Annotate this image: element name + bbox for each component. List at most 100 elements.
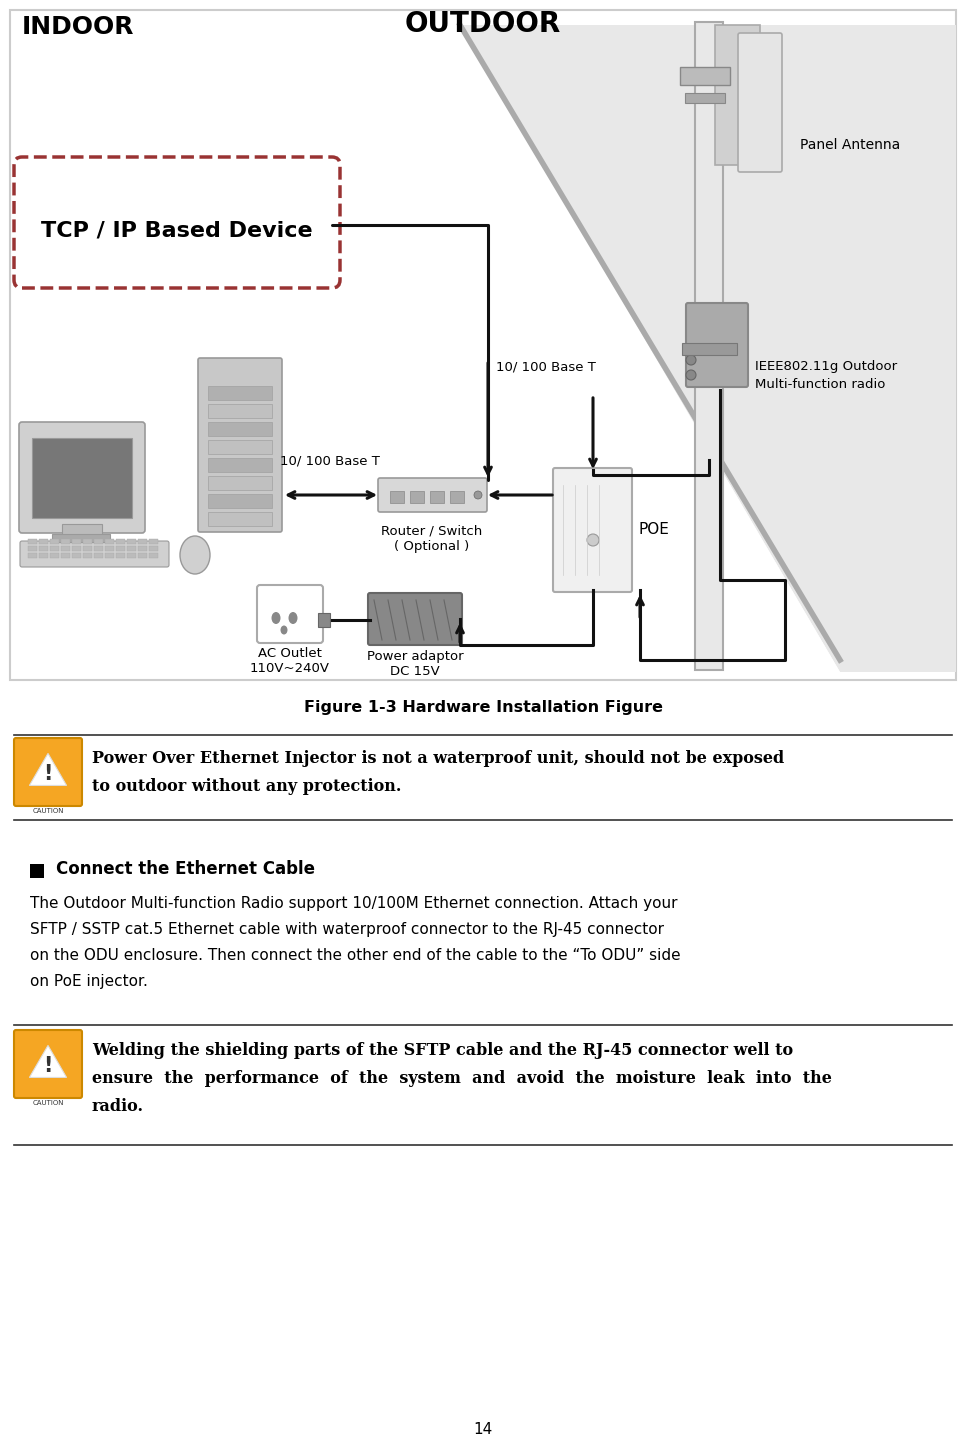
Text: Panel Antenna: Panel Antenna	[800, 138, 900, 152]
Ellipse shape	[180, 536, 210, 574]
Circle shape	[587, 534, 599, 546]
Ellipse shape	[271, 611, 280, 624]
Bar	[208, 476, 272, 489]
Bar	[208, 386, 272, 399]
Text: !: !	[43, 764, 53, 784]
Bar	[116, 539, 125, 544]
Text: on PoE injector.: on PoE injector.	[30, 974, 148, 989]
Bar	[138, 539, 147, 544]
Text: radio.: radio.	[92, 1098, 144, 1115]
Bar	[208, 440, 272, 454]
Bar	[105, 539, 114, 544]
Polygon shape	[14, 25, 840, 672]
Text: AC Outlet
110V~240V: AC Outlet 110V~240V	[250, 648, 330, 675]
Text: The Outdoor Multi-function Radio support 10/100M Ethernet connection. Attach you: The Outdoor Multi-function Radio support…	[30, 896, 677, 910]
FancyBboxPatch shape	[686, 303, 748, 388]
Text: OUTDOOR: OUTDOOR	[405, 10, 561, 38]
FancyBboxPatch shape	[738, 33, 782, 171]
Bar	[410, 491, 424, 502]
Ellipse shape	[280, 626, 288, 635]
Text: CAUTION: CAUTION	[32, 807, 64, 815]
Text: Router / Switch
( Optional ): Router / Switch ( Optional )	[382, 526, 483, 553]
Bar	[450, 491, 464, 502]
Bar	[105, 546, 114, 550]
FancyBboxPatch shape	[14, 1029, 82, 1098]
Bar	[105, 553, 114, 558]
Bar	[32, 439, 132, 518]
Bar	[127, 553, 136, 558]
Polygon shape	[29, 754, 67, 786]
Circle shape	[686, 354, 696, 364]
Polygon shape	[460, 25, 956, 672]
Bar	[28, 546, 37, 550]
Text: IEEE802.11g Outdoor: IEEE802.11g Outdoor	[755, 360, 897, 373]
FancyBboxPatch shape	[20, 542, 169, 566]
Text: INDOOR: INDOOR	[22, 15, 134, 39]
Bar	[83, 546, 92, 550]
Bar	[72, 546, 81, 550]
Text: ensure  the  performance  of  the  system  and  avoid  the  moisture  leak  into: ensure the performance of the system and…	[92, 1070, 832, 1088]
Bar	[61, 539, 70, 544]
Bar	[94, 546, 103, 550]
Bar	[50, 553, 59, 558]
Bar	[149, 546, 158, 550]
Text: POE: POE	[638, 523, 668, 537]
Text: on the ODU enclosure. Then connect the other end of the cable to the “To ODU” si: on the ODU enclosure. Then connect the o…	[30, 948, 681, 963]
Bar	[208, 494, 272, 508]
Text: 10/ 100 Base T: 10/ 100 Base T	[496, 360, 596, 373]
Bar	[149, 539, 158, 544]
Bar	[138, 553, 147, 558]
Ellipse shape	[289, 611, 298, 624]
Text: 10/ 100 Base T: 10/ 100 Base T	[280, 454, 380, 468]
Text: Figure 1-3 Hardware Installation Figure: Figure 1-3 Hardware Installation Figure	[303, 700, 663, 714]
Bar	[52, 534, 110, 542]
Bar	[10, 10, 956, 680]
Bar	[28, 553, 37, 558]
Bar	[430, 491, 444, 502]
Bar	[695, 22, 723, 669]
Polygon shape	[29, 1045, 67, 1077]
Bar	[116, 553, 125, 558]
Text: CAUTION: CAUTION	[32, 1101, 64, 1106]
Text: Connect the Ethernet Cable: Connect the Ethernet Cable	[56, 860, 315, 878]
Text: SFTP / SSTP cat.5 Ethernet cable with waterproof connector to the RJ-45 connecto: SFTP / SSTP cat.5 Ethernet cable with wa…	[30, 922, 664, 937]
Bar	[72, 553, 81, 558]
Bar	[208, 457, 272, 472]
Circle shape	[686, 370, 696, 380]
FancyBboxPatch shape	[198, 359, 282, 531]
Bar	[30, 864, 44, 878]
Bar	[682, 343, 737, 354]
FancyBboxPatch shape	[368, 592, 462, 645]
Bar	[138, 546, 147, 550]
Bar	[94, 553, 103, 558]
Bar	[685, 93, 725, 103]
Bar	[28, 539, 37, 544]
Bar	[50, 546, 59, 550]
Text: Power Over Ethernet Injector is not a waterproof unit, should not be exposed: Power Over Ethernet Injector is not a wa…	[92, 751, 784, 767]
Bar	[208, 404, 272, 418]
Bar	[61, 553, 70, 558]
Bar	[61, 546, 70, 550]
Text: Multi-function radio: Multi-function radio	[755, 378, 886, 391]
Bar	[208, 423, 272, 436]
Bar	[62, 524, 102, 539]
Text: 14: 14	[473, 1422, 493, 1437]
Bar	[39, 553, 48, 558]
Bar	[116, 546, 125, 550]
Bar	[72, 539, 81, 544]
Bar	[83, 553, 92, 558]
FancyBboxPatch shape	[19, 423, 145, 533]
Bar	[715, 25, 760, 166]
Bar	[149, 553, 158, 558]
Circle shape	[474, 491, 482, 499]
Text: TCP / IP Based Device: TCP / IP Based Device	[42, 221, 313, 240]
FancyBboxPatch shape	[257, 585, 323, 643]
Bar	[39, 539, 48, 544]
FancyBboxPatch shape	[14, 738, 82, 806]
Text: !: !	[43, 1056, 53, 1076]
FancyBboxPatch shape	[553, 468, 632, 592]
Bar	[50, 539, 59, 544]
Bar	[390, 491, 404, 502]
Bar	[94, 539, 103, 544]
Bar	[127, 539, 136, 544]
